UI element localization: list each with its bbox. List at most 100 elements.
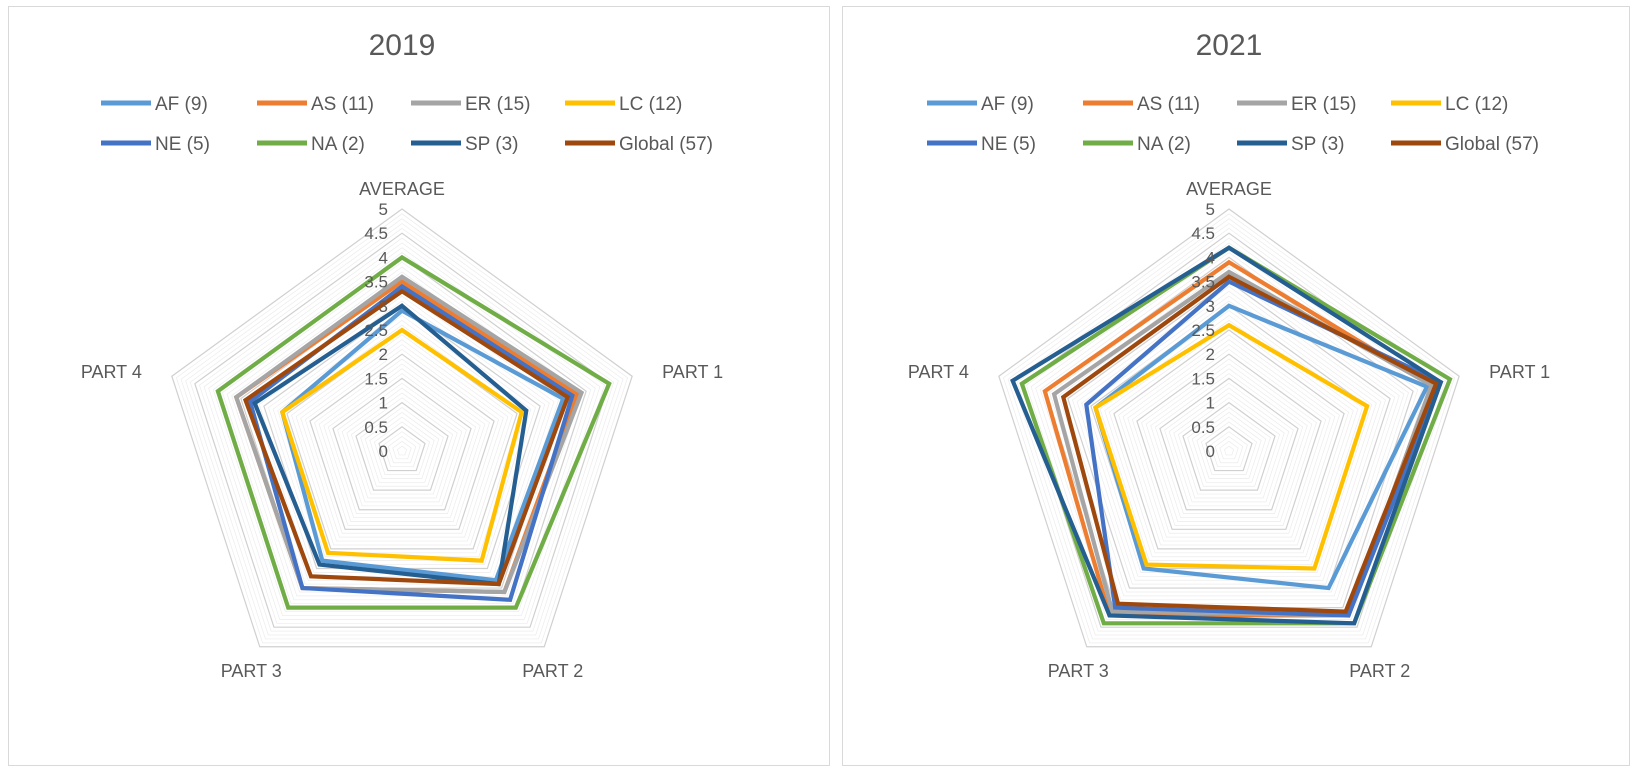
grid-ring: [1177, 397, 1281, 495]
grid-ring: [369, 416, 435, 479]
tick-label: 4: [1206, 248, 1215, 267]
grid-ring: [295, 339, 509, 542]
series-line-af: [1093, 303, 1430, 591]
legend-item: AS (11): [257, 94, 374, 115]
tick-label: 4.5: [364, 224, 388, 243]
legend-label: AF (9): [981, 94, 1034, 115]
grid-ring: [383, 431, 421, 468]
grid-ring: [1131, 348, 1327, 534]
grid-ring: [194, 232, 610, 628]
grid-ring: [392, 440, 412, 460]
grid-ring: [360, 407, 444, 487]
grid-ring: [291, 334, 513, 546]
tick-label: 2: [379, 345, 388, 364]
chart-panel-2019: 2019 0 0.5 1 1.5 2 2.5 3 3.5 4 4.5 5 AVERAGE PART 1 P…: [8, 6, 830, 766]
grid-ring: [1145, 363, 1313, 522]
series-line-lc: [1093, 322, 1370, 571]
grid-ring: [1205, 426, 1253, 472]
legend-label: NA (2): [311, 134, 365, 155]
grid-ring: [300, 344, 504, 538]
axis-label: PART 1: [662, 362, 723, 382]
grid-ring: [373, 421, 431, 475]
legend-item: LC (12): [565, 94, 682, 115]
grid-ring: [1187, 407, 1271, 487]
grid-ring: [286, 329, 518, 550]
tick-label: 0.5: [1191, 418, 1215, 437]
legend-label: LC (12): [1445, 94, 1508, 115]
grid-ring: [318, 363, 486, 522]
grid-ring: [355, 401, 449, 491]
grid-ring: [272, 315, 532, 561]
tick-label: 4: [379, 248, 388, 267]
tick-label: 0.5: [364, 418, 388, 437]
series-line-global: [242, 288, 571, 587]
tick-label: 1: [1206, 394, 1215, 413]
series-line-na: [1019, 245, 1453, 626]
axis-label: PART 3: [221, 661, 282, 681]
grid-ring: [1182, 401, 1276, 491]
tick-label: 5: [379, 200, 388, 219]
series-line-sp: [252, 303, 529, 587]
legend-label: AF (9): [155, 94, 208, 115]
legend-item: NE (5): [927, 134, 1036, 155]
grid-ring: [1141, 358, 1317, 526]
grid-ring: [1191, 411, 1267, 483]
radar-grid: [171, 208, 633, 648]
legend-label: LC (12): [619, 94, 682, 115]
grid-ring: [378, 426, 426, 472]
chart-title: 2021: [1196, 29, 1263, 62]
legend-label: SP (3): [1291, 134, 1345, 155]
grid-ring: [1049, 261, 1409, 605]
tick-label: 4.5: [1191, 224, 1215, 243]
grid-ring: [208, 247, 596, 616]
series-line-ne: [247, 283, 575, 602]
series-line-na: [215, 254, 612, 610]
grid-ring: [176, 213, 628, 644]
grid-ring: [1200, 421, 1258, 475]
grid-ring: [1196, 416, 1262, 479]
tick-label: 1.5: [1191, 369, 1215, 388]
grid-ring: [332, 377, 472, 511]
grid-ring: [1118, 334, 1340, 546]
tick-label: 1: [379, 394, 388, 413]
axis-label: PART 2: [1349, 661, 1410, 681]
legend-item: SP (3): [1237, 134, 1345, 155]
axis-label: PART 4: [81, 362, 142, 382]
grid-ring: [304, 348, 500, 534]
axis-label: AVERAGE: [359, 179, 445, 199]
grid-ring: [1072, 286, 1386, 585]
chart-title: 2019: [369, 29, 436, 62]
grid-ring: [1085, 300, 1373, 573]
legend-item: Global (57): [1391, 134, 1539, 155]
grid-ring: [364, 411, 440, 483]
series-line-er: [233, 274, 585, 595]
legend-label: Global (57): [1445, 134, 1539, 155]
legend-label: ER (15): [1291, 94, 1356, 115]
tick-label: 0: [1206, 442, 1215, 461]
chart-panel-2021: 2021 0 0.5 1 1.5 2 2.5 3 3.5 4 4.5 5 AVERAGE PART 1 P…: [842, 6, 1630, 766]
grid-ring: [998, 208, 1460, 648]
legend-item: Global (57): [565, 134, 713, 155]
legend-label: AS (11): [311, 94, 374, 115]
grid-ring: [180, 218, 624, 640]
grid-ring: [1159, 377, 1299, 511]
grid-ring: [1113, 329, 1345, 550]
tick-label: 0: [379, 442, 388, 461]
grid-ring: [1173, 392, 1285, 499]
tick-label: 2: [1206, 345, 1215, 364]
axis-label: PART 2: [522, 661, 583, 681]
grid-ring: [1003, 213, 1455, 644]
grid-ring: [203, 242, 601, 620]
legend-label: ER (15): [465, 94, 530, 115]
axis-label: PART 1: [1489, 362, 1550, 382]
grid-ring: [387, 436, 417, 464]
legend-item: AF (9): [101, 94, 208, 115]
tick-label: 3.5: [364, 273, 388, 292]
legend-label: NE (5): [155, 134, 210, 155]
legend-label: AS (11): [1137, 94, 1200, 115]
grid-ring: [1136, 353, 1322, 530]
legend-label: NA (2): [1137, 134, 1191, 155]
grid-ring: [346, 392, 458, 499]
grid-ring: [1219, 440, 1239, 460]
grid-ring: [1122, 339, 1336, 542]
